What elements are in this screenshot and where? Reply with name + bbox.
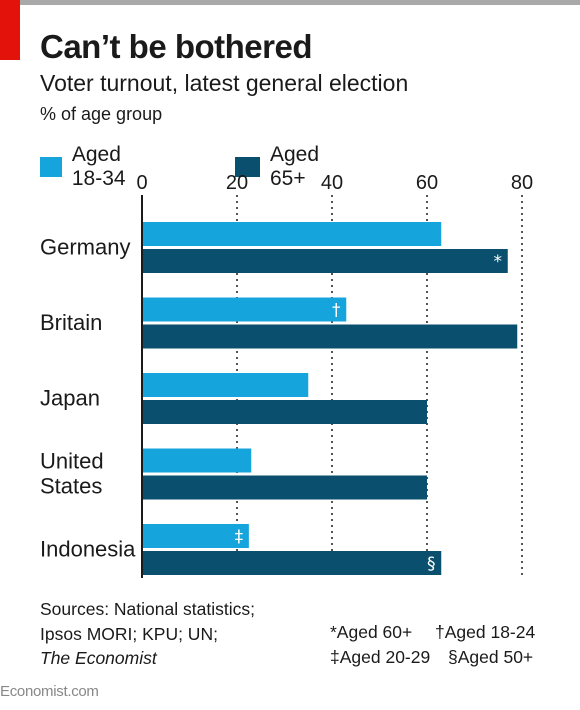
brand-footer: Economist.com [0, 683, 99, 700]
x-tick-label: 40 [321, 172, 343, 194]
category-label: Indonesia [40, 537, 136, 562]
bar-aged-65-plus [142, 400, 427, 424]
bar-aged-18-34 [142, 297, 347, 322]
category-label: United [40, 449, 104, 474]
bar-aged-18-34 [142, 448, 252, 473]
chart-subtitle: Voter turnout, latest general election [40, 70, 409, 96]
bar-footnote-marker: * [494, 252, 503, 272]
legend-label-old: Aged 65+ [269, 143, 320, 190]
legend-item-young: Aged 18-34 [40, 143, 136, 191]
footnote-dagger: †Aged 18-24 [435, 622, 536, 642]
x-tick-label: 60 [416, 172, 438, 194]
bar-aged-65-plus [142, 249, 508, 273]
bar-aged-18-34 [142, 524, 249, 548]
legend-item-old: Aged 65+ [235, 143, 331, 191]
sources: Sources: National statistics; Ipsos MORI… [40, 597, 255, 671]
bar-aged-18-34 [142, 222, 442, 246]
sources-line-3: The Economist [40, 648, 157, 668]
chart-title: Can’t be bothered [40, 28, 313, 65]
bar-aged-18-34 [142, 373, 309, 397]
footnote-section: §Aged 50+ [448, 646, 534, 667]
top-rule [0, 0, 580, 5]
bar-aged-65-plus [142, 551, 442, 575]
footnote-ddagger: ‡Aged 20-29 [330, 646, 431, 667]
footnote-star: *Aged 60+ [330, 622, 413, 642]
legend-swatch-old [235, 157, 260, 177]
sources-line-2: Ipsos MORI; KPU; UN; [40, 623, 218, 644]
legend-label-young: Aged 18-34 [71, 143, 126, 190]
sources-line-1: Sources: National statistics; [40, 599, 255, 619]
category-label: Japan [40, 386, 100, 411]
bar-footnote-marker: † [332, 301, 341, 321]
x-tick-label: 0 [136, 172, 147, 194]
bar-footnote-marker: § [427, 554, 436, 574]
bar-footnote-marker: ‡ [235, 527, 244, 547]
category-label: States [40, 474, 102, 499]
category-label: Germany [40, 235, 130, 260]
bar-aged-65-plus [142, 324, 518, 349]
x-tick-label: 80 [511, 172, 533, 194]
bar-chart: 0 20 40 60 80 * Germany † Britain Japan UnitedStat… [40, 172, 533, 578]
legend-swatch-young [40, 157, 62, 177]
category-label: Britain [40, 310, 102, 335]
brand-tag [0, 0, 20, 60]
x-tick-label: 20 [226, 172, 248, 194]
unit-label: % of age group [40, 104, 163, 124]
bar-aged-65-plus [142, 475, 427, 500]
